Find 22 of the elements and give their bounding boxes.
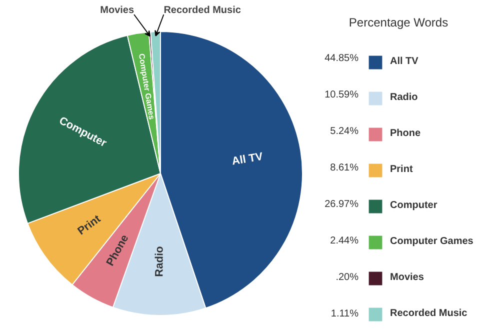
data-label: 26.97% [324,199,359,210]
legend-label: Print [390,163,413,177]
legend-label: All TV [390,55,418,69]
data-label: 8.61% [330,162,359,174]
slice-label: Movies [100,5,134,16]
data-label: 1.11% [330,308,359,320]
slice-label: Radio [154,246,166,277]
data-label: 2.44% [330,236,359,246]
slice-label: Computer Games [136,52,156,121]
data-label: 44.85% [324,53,359,64]
legend-label: Phone [390,127,421,141]
legend-label: Movies [390,271,424,285]
legend-label: Recorded Music [390,307,468,321]
data-label: 10.59% [324,90,359,100]
data-label: 5.24% [330,126,359,137]
slice-label: Recorded Music [164,5,242,16]
data-label: .20% [336,272,359,283]
legend-label: Computer [390,199,438,213]
slice-label: All TV [231,150,264,168]
legend-label: Radio [390,91,418,105]
legend-label: Computer Games [390,235,474,249]
legend-title: Percentage Words [348,16,448,30]
